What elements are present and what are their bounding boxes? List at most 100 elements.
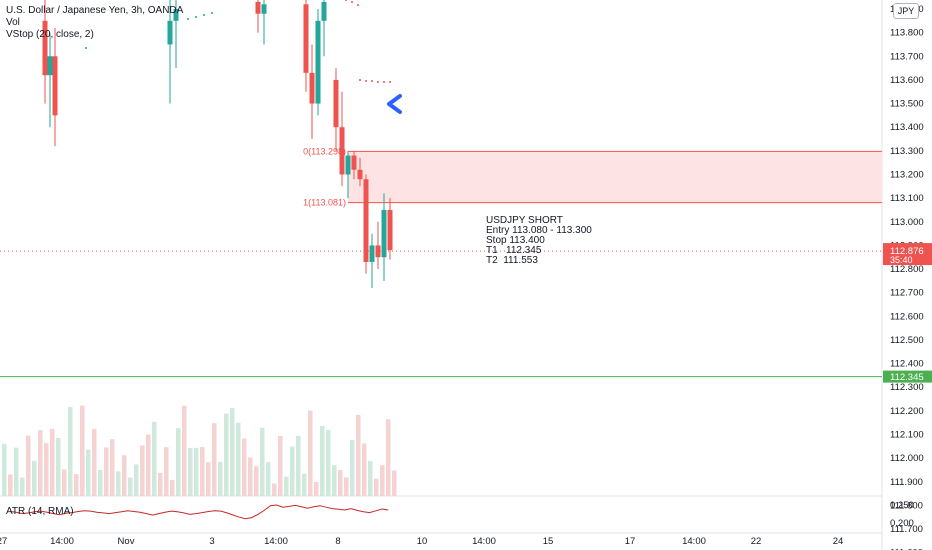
y-tick-label: 111.600 bbox=[890, 548, 923, 550]
y-tick-label: 113.200 bbox=[890, 169, 924, 180]
y-tick-label: 111.800 bbox=[890, 500, 923, 511]
volume-bar bbox=[200, 447, 205, 496]
y-tick-label: 113.100 bbox=[890, 193, 924, 204]
candle bbox=[167, 0, 173, 104]
candles bbox=[42, 0, 393, 288]
target-price-label: 112.345 bbox=[883, 370, 932, 383]
volume-bar bbox=[92, 428, 97, 496]
vstop-dot bbox=[389, 81, 391, 83]
y-tick-label: 112.200 bbox=[890, 406, 924, 417]
candle bbox=[47, 32, 53, 128]
vstop-dot bbox=[357, 4, 359, 6]
volume-bar bbox=[74, 474, 79, 496]
x-tick-label: 14:00 bbox=[472, 536, 496, 547]
volume-bar bbox=[170, 480, 175, 496]
candle bbox=[387, 198, 393, 260]
vstop-dot bbox=[187, 18, 189, 20]
time-axis[interactable]: 27 14:00 Nov 3 14:00 8 10 14:00 15 17 14:00 22 24 bbox=[0, 536, 843, 547]
volume-bar bbox=[380, 465, 385, 496]
x-tick-label: 17 bbox=[625, 536, 636, 547]
volume-bar bbox=[56, 438, 61, 496]
vstop-dot bbox=[365, 80, 367, 82]
vstop-dot bbox=[383, 81, 385, 83]
y-tick-label: 113.600 bbox=[890, 75, 924, 86]
volume-bar bbox=[272, 483, 277, 496]
volume-bar bbox=[224, 413, 229, 496]
candle-body bbox=[255, 1, 261, 14]
volume-bar bbox=[350, 439, 355, 496]
y-tick-label: 113.500 bbox=[890, 99, 924, 110]
candle bbox=[339, 91, 345, 187]
candle-body bbox=[42, 20, 48, 76]
candle bbox=[363, 174, 369, 274]
vstop-dot bbox=[359, 79, 361, 81]
vstop-dot bbox=[351, 1, 353, 3]
candle-body bbox=[339, 127, 345, 175]
volume-bar bbox=[38, 430, 43, 496]
candle-body bbox=[363, 179, 369, 262]
vol-indicator-label[interactable]: Vol bbox=[6, 17, 20, 28]
candle bbox=[315, 9, 321, 116]
candle bbox=[345, 150, 351, 199]
volume-bar bbox=[218, 461, 223, 496]
volume-bar bbox=[212, 423, 217, 496]
volume-bar bbox=[86, 449, 91, 496]
price-axis[interactable]: 113.900113.800113.700113.600113.500113.4… bbox=[883, 4, 932, 550]
symbol-title[interactable]: U.S. Dollar / Japanese Yen, 3h, OANDA bbox=[6, 5, 184, 16]
volume-bar bbox=[194, 448, 199, 496]
vstop-dot bbox=[85, 47, 87, 49]
candle-body bbox=[375, 245, 381, 258]
note-line: USDJPY SHORT bbox=[486, 215, 563, 226]
candle-body bbox=[303, 4, 309, 73]
x-tick-label: 14:00 bbox=[50, 536, 74, 547]
y-tick-label: 113.700 bbox=[890, 51, 924, 62]
atr-indicator-label[interactable]: ATR (14, RMA) bbox=[6, 506, 74, 517]
volume-bar bbox=[122, 455, 127, 496]
volume-bar bbox=[50, 428, 55, 496]
candle bbox=[357, 157, 363, 187]
atr-line bbox=[9, 504, 389, 520]
note-line: Entry 113.080 - 113.300 bbox=[486, 225, 592, 236]
vstop-indicator-label[interactable]: VStop (20, close, 2) bbox=[6, 29, 94, 40]
candle bbox=[255, 0, 261, 33]
y-tick-label: 113.300 bbox=[890, 146, 924, 157]
volume-bar bbox=[2, 443, 7, 496]
atr-tick-label: 0.250 bbox=[890, 500, 914, 511]
volume-bar bbox=[104, 447, 109, 496]
candle-body bbox=[321, 1, 327, 21]
candle-body bbox=[47, 56, 53, 76]
volume-bar bbox=[140, 445, 145, 496]
volume-bar bbox=[188, 448, 193, 496]
volume-bar bbox=[182, 405, 187, 496]
volume-bar bbox=[68, 406, 73, 496]
candle bbox=[42, 0, 48, 104]
price-label-value: 112.876 bbox=[890, 246, 924, 257]
candle bbox=[309, 44, 315, 140]
price-label-bg bbox=[883, 243, 932, 266]
volume-bar bbox=[236, 422, 241, 496]
y-tick-label: 112.700 bbox=[890, 288, 924, 299]
volume-bar bbox=[266, 462, 271, 496]
candle bbox=[173, 0, 179, 69]
candle-body bbox=[387, 209, 393, 251]
volume-bar bbox=[158, 472, 163, 496]
volume-bar bbox=[134, 464, 139, 496]
entry-zone-fill bbox=[348, 151, 882, 203]
volume-bar bbox=[8, 474, 13, 496]
note-line: T2 111.553 bbox=[486, 255, 538, 266]
vstop-dot bbox=[211, 12, 213, 14]
currency-badge[interactable]: JPY bbox=[893, 3, 919, 19]
volume-bar bbox=[362, 443, 367, 496]
volume-bar bbox=[32, 460, 37, 496]
candle bbox=[369, 233, 375, 288]
x-tick-label: 24 bbox=[833, 536, 844, 547]
volume-bar bbox=[338, 470, 343, 496]
candle bbox=[261, 0, 267, 45]
y-tick-label: 113.800 bbox=[890, 28, 924, 39]
volume-bar bbox=[62, 469, 67, 496]
volume-bar bbox=[110, 439, 115, 496]
volume-bar bbox=[230, 407, 235, 496]
candle-body bbox=[309, 72, 315, 104]
